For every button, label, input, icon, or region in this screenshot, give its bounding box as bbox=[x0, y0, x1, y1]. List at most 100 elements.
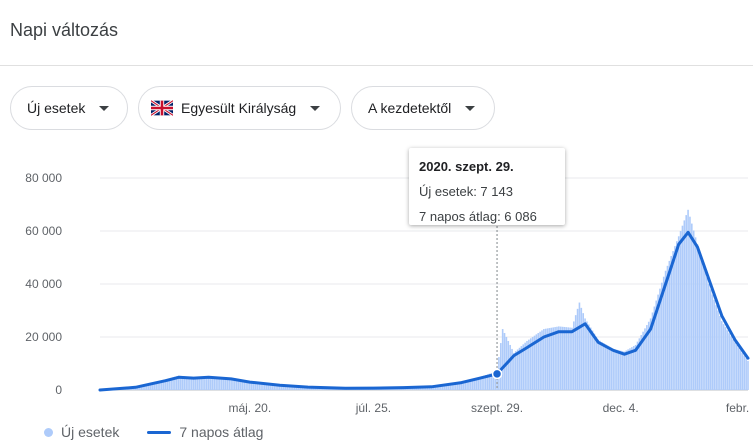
location-dropdown[interactable]: Egyesült Királyság bbox=[138, 86, 341, 130]
case-bar bbox=[170, 377, 172, 390]
case-bar bbox=[219, 377, 221, 390]
case-bar bbox=[258, 382, 260, 390]
case-bar bbox=[280, 385, 283, 390]
caret-down-icon bbox=[99, 105, 110, 111]
case-bar bbox=[719, 315, 721, 390]
case-bar bbox=[689, 216, 691, 390]
case-bar bbox=[623, 351, 626, 390]
case-bar bbox=[661, 282, 663, 390]
case-bar bbox=[228, 378, 231, 390]
case-bar bbox=[179, 375, 182, 390]
case-bar bbox=[595, 336, 598, 390]
case-bar bbox=[142, 384, 144, 390]
case-bar bbox=[245, 381, 247, 390]
caret-down-icon bbox=[465, 105, 476, 111]
case-bar bbox=[168, 378, 171, 390]
case-bar bbox=[554, 327, 556, 390]
case-bar bbox=[571, 327, 573, 390]
case-bar bbox=[235, 379, 238, 390]
case-bar bbox=[514, 351, 517, 390]
case-bar bbox=[175, 376, 178, 390]
case-bar bbox=[172, 377, 174, 390]
case-bar bbox=[606, 345, 609, 390]
case-bar bbox=[282, 385, 285, 390]
case-bar bbox=[249, 381, 251, 390]
case-bar bbox=[494, 371, 496, 390]
y-tick-label: 20 000 bbox=[25, 330, 62, 344]
case-bar bbox=[164, 379, 167, 390]
case-bar bbox=[520, 346, 523, 390]
case-bar bbox=[468, 380, 470, 390]
case-bar bbox=[220, 377, 223, 390]
case-bar bbox=[537, 333, 540, 390]
case-bar bbox=[664, 270, 667, 390]
case-bar bbox=[672, 251, 674, 390]
case-bar bbox=[278, 384, 281, 390]
cases-legend-label: Új esetek bbox=[61, 424, 120, 440]
x-tick-label: szept. 29. bbox=[471, 401, 523, 415]
case-bar bbox=[705, 277, 708, 390]
case-bar bbox=[503, 333, 506, 390]
metric-dropdown[interactable]: Új esetek bbox=[10, 86, 128, 130]
y-tick-label: 40 000 bbox=[25, 277, 62, 291]
cases-chart[interactable]: 0 20 000 40 000 60 000 80 000 máj. 20. júl. 25… bbox=[0, 140, 753, 420]
case-bar bbox=[634, 344, 637, 390]
highlight-point bbox=[491, 368, 503, 380]
case-bar bbox=[612, 348, 614, 390]
x-tick-label: febr. 8. bbox=[726, 401, 753, 415]
case-bar bbox=[548, 328, 551, 390]
case-bar bbox=[496, 371, 498, 390]
case-bar bbox=[267, 383, 270, 390]
case-bar bbox=[531, 337, 534, 390]
case-bar bbox=[460, 382, 463, 390]
case-bar bbox=[189, 376, 191, 390]
case-bar bbox=[625, 350, 628, 390]
timerange-dropdown[interactable]: A kezdetektől bbox=[351, 86, 495, 130]
case-bar bbox=[153, 382, 156, 390]
case-bar bbox=[529, 338, 532, 390]
case-bar bbox=[293, 385, 296, 390]
case-bar bbox=[277, 384, 279, 390]
case-bar bbox=[732, 339, 734, 390]
case-bar bbox=[181, 376, 184, 390]
case-bar bbox=[588, 324, 590, 390]
chart-legend: Új esetek 7 napos átlag bbox=[44, 424, 263, 440]
case-bar bbox=[522, 344, 525, 390]
case-bar bbox=[209, 376, 212, 390]
case-bar bbox=[284, 385, 287, 390]
case-bar bbox=[666, 265, 669, 390]
case-bar bbox=[578, 302, 581, 390]
case-bar bbox=[232, 378, 234, 390]
case-bar bbox=[456, 382, 459, 390]
case-bar bbox=[659, 288, 661, 390]
case-bar bbox=[241, 380, 244, 390]
case-bar bbox=[662, 276, 665, 390]
case-bar bbox=[490, 373, 493, 390]
case-bar bbox=[602, 343, 605, 390]
case-bar bbox=[479, 377, 481, 390]
case-bar bbox=[745, 358, 747, 390]
cases-legend-swatch bbox=[44, 427, 53, 437]
case-bar bbox=[239, 380, 242, 390]
case-bar bbox=[601, 341, 603, 390]
case-bar bbox=[526, 340, 528, 390]
case-bar bbox=[507, 340, 510, 390]
case-bar bbox=[511, 348, 513, 390]
case-bar bbox=[541, 330, 543, 390]
case-bar bbox=[194, 377, 197, 390]
case-bar bbox=[183, 376, 186, 390]
header-divider bbox=[0, 65, 753, 66]
tooltip-date: 2020. szept. 29. bbox=[419, 159, 514, 174]
case-bar bbox=[696, 244, 699, 390]
case-bar bbox=[144, 384, 146, 390]
case-bar bbox=[610, 347, 613, 390]
case-bar bbox=[499, 343, 502, 390]
case-bar bbox=[222, 377, 225, 390]
case-bar bbox=[464, 381, 467, 390]
case-bar bbox=[455, 382, 457, 390]
case-bar bbox=[544, 328, 547, 390]
case-bar bbox=[174, 376, 176, 390]
case-bar bbox=[657, 294, 659, 390]
case-bar bbox=[586, 321, 588, 390]
case-bar bbox=[436, 385, 438, 390]
